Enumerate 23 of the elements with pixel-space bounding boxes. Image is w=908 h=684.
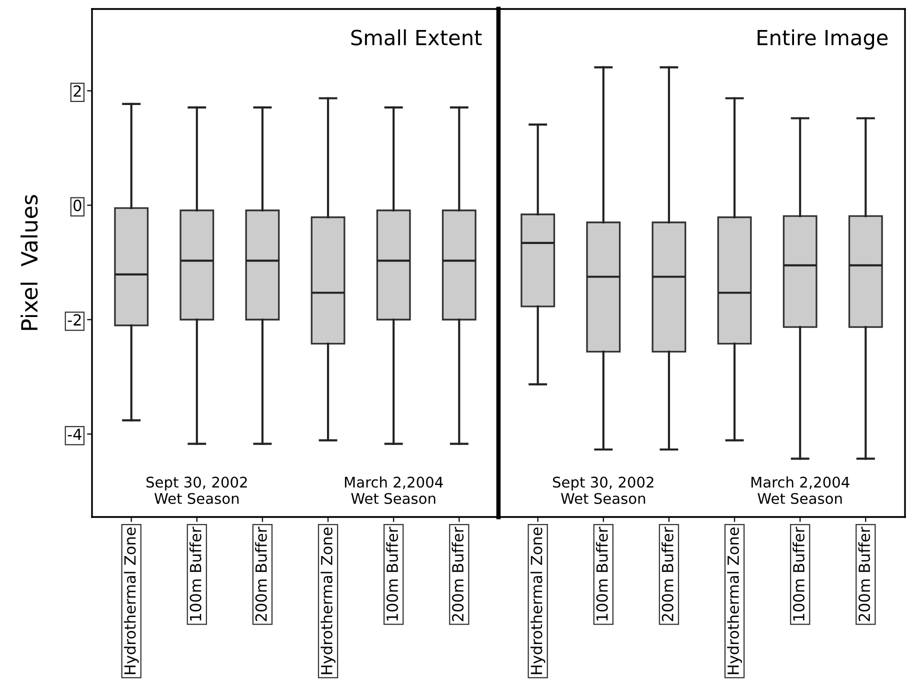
y-tick-label: -4 <box>68 428 82 440</box>
x-tick-label: 200m Buffer <box>452 526 464 622</box>
x-tick-label: Hydrothermal Zone <box>124 528 139 674</box>
x-tick-label: Hydrothermal Zone <box>320 528 336 674</box>
y-tick-label: -2 <box>68 314 81 326</box>
annotation: Sept 30, 2002 Wet Season <box>146 476 247 504</box>
x-tick-label: 200m Buffer <box>662 526 674 622</box>
x-tick-label: Hydrothermal Zone <box>530 528 546 674</box>
x-tick-label: 200m Buffer <box>858 526 870 622</box>
annotation: March 2,2004 Wet Season <box>751 476 850 504</box>
annotation: March 2,2004 Wet Season <box>344 476 443 504</box>
y-axis-title: Pixel Values <box>20 195 38 330</box>
x-tick-label: 100m Buffer <box>596 526 608 621</box>
text: Small Extent <box>351 29 482 46</box>
x-tick-label: 100m Buffer <box>386 526 398 621</box>
annotation: Sept 30, 2002 Wet Season <box>552 476 654 504</box>
y-tick-label: 2 <box>74 85 81 97</box>
x-tick-label: 100m Buffer <box>792 526 805 621</box>
x-tick-label: 200m Buffer <box>255 526 267 622</box>
text: Entire Image <box>758 29 888 50</box>
y-tick-label: 0 <box>74 200 82 212</box>
x-tick-label: 100m Buffer <box>190 526 202 621</box>
x-tick-label: Hydrothermal Zone <box>727 528 742 674</box>
